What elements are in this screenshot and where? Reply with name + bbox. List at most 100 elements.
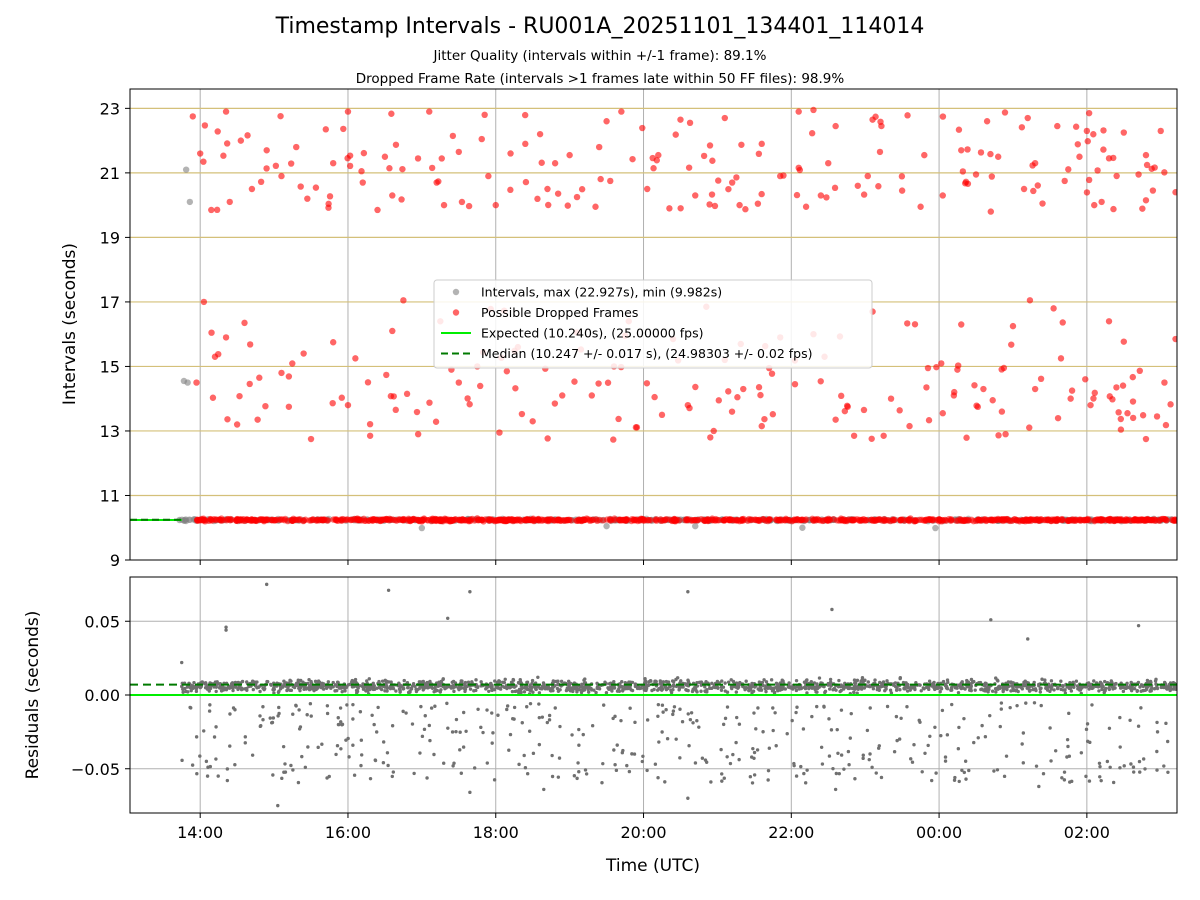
residual-point [1032, 680, 1036, 685]
dropped-frame-point [581, 516, 588, 524]
residual-point [723, 689, 727, 693]
dropped-frame-point [304, 195, 311, 202]
residual-point [492, 778, 497, 782]
residual-point [1067, 711, 1071, 716]
residual-point [721, 722, 726, 727]
dropped-frame-point [1151, 517, 1159, 525]
dropped-frame-point [1139, 205, 1146, 212]
residual-point [744, 685, 748, 690]
residual-point [967, 688, 972, 692]
residual-point [802, 771, 806, 776]
residual-point [372, 722, 376, 727]
residual-point [767, 746, 772, 750]
residual-point [546, 686, 551, 690]
residual-point [384, 681, 388, 685]
dropped-frame-point [262, 402, 269, 410]
residual-point [686, 712, 690, 716]
residual-point [632, 752, 637, 756]
residual-point [1084, 685, 1089, 689]
residual-point [344, 738, 348, 742]
dropped-frame-point [823, 194, 830, 201]
residual-point [1024, 701, 1028, 705]
residual-point [737, 757, 741, 762]
dropped-frame-point [904, 112, 911, 119]
residual-point [1121, 689, 1126, 694]
residual-point [950, 702, 954, 707]
residual-point [476, 685, 480, 690]
dropped-frame-point [694, 516, 701, 524]
residual-point [1136, 724, 1141, 728]
residual-point [861, 678, 866, 683]
dropped-frame-point [686, 119, 694, 127]
residual-point [517, 762, 521, 767]
dropped-frame-point [607, 177, 614, 185]
residual-point [1041, 772, 1046, 776]
residual-point [661, 710, 665, 714]
residual-point [994, 676, 998, 680]
residual-point [359, 738, 364, 742]
residual-point [405, 681, 410, 685]
dropped-frame-point [545, 201, 552, 209]
dropped-frame-point [860, 191, 868, 198]
dropped-frame-point [823, 516, 830, 523]
residual-point [610, 689, 614, 693]
residual-point [432, 752, 436, 757]
residual-point [503, 685, 507, 690]
residual-point [839, 708, 844, 712]
residual-point [205, 774, 210, 778]
dropped-frame-point [1045, 516, 1052, 523]
dropped-frame-point [610, 436, 617, 443]
residual-point [212, 685, 216, 689]
dropped-frame-point [403, 390, 411, 398]
residual-point [450, 680, 454, 684]
dropped-frame-point [742, 206, 749, 213]
residual-point [1034, 764, 1039, 768]
dropped-frame-point [808, 130, 816, 137]
residual-point [299, 678, 303, 683]
residual-point [1159, 685, 1163, 690]
dropped-frame-point [1054, 515, 1061, 523]
dropped-frame-point [346, 162, 354, 170]
residual-point [524, 685, 529, 690]
dropped-frame-point [692, 383, 699, 391]
residual-point [769, 686, 773, 690]
residual-point [294, 683, 299, 688]
intervals-y-ticks: 9 11 13 15 17 19 21 23 [100, 99, 130, 570]
residual-point [536, 684, 540, 689]
residual-point [737, 722, 742, 726]
residual-point [208, 764, 213, 769]
dropped-frame-point [817, 378, 824, 385]
residual-point [873, 678, 877, 682]
residual-point [830, 607, 834, 612]
residual-point [325, 711, 330, 716]
residual-point [865, 728, 870, 733]
residual-point [803, 781, 808, 785]
residual-point [902, 686, 906, 691]
residual-point [547, 713, 552, 718]
residual-point [410, 722, 415, 726]
interval-point [418, 524, 426, 532]
residual-point [783, 687, 788, 691]
dropped-frame-point [810, 106, 817, 114]
dropped-frame-point [544, 435, 551, 442]
dropped-frame-point [998, 516, 1005, 523]
residual-point [669, 688, 673, 693]
residual-point [525, 680, 529, 685]
dropped-frame-point [1069, 517, 1077, 524]
residual-point [419, 704, 423, 709]
residual-point [1102, 690, 1106, 695]
residual-point [1037, 682, 1041, 687]
residual-point [668, 684, 672, 689]
residual-point [704, 760, 709, 764]
dropped-frame-point [988, 173, 996, 180]
legend-entry-label: Expected (10.240s), (25.00000 fps) [481, 326, 703, 341]
residual-point [792, 763, 796, 768]
residual-point [885, 679, 889, 683]
residual-point [996, 679, 1000, 683]
residual-point [338, 685, 342, 689]
residual-point [479, 725, 483, 730]
dropped-frame-point [769, 411, 777, 418]
residual-point [643, 677, 647, 681]
residual-point [250, 753, 255, 757]
residual-point [656, 714, 660, 718]
